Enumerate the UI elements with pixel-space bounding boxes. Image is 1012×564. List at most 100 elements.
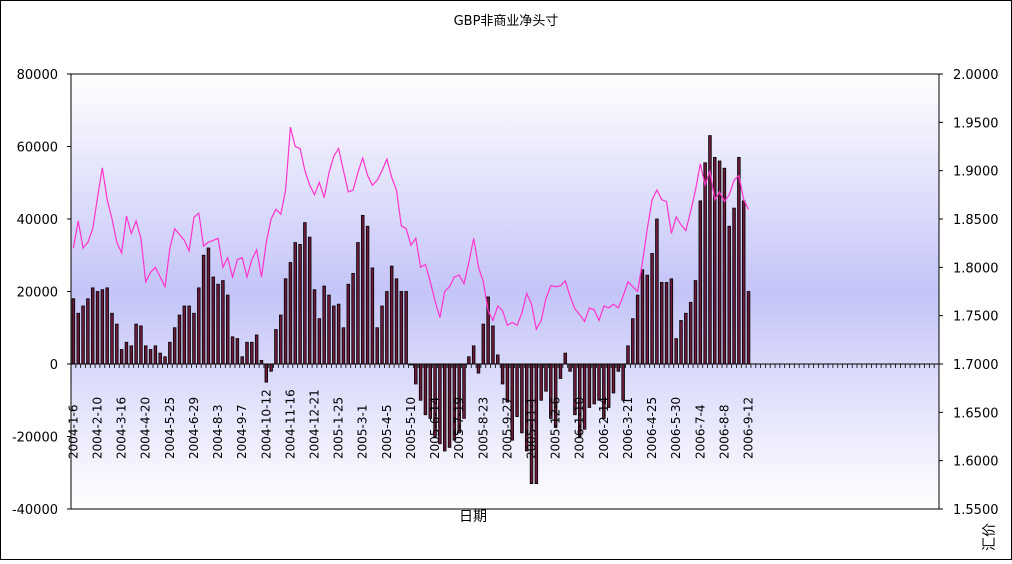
bar bbox=[563, 352, 568, 365]
bar bbox=[100, 289, 105, 365]
bar bbox=[197, 287, 201, 365]
x-tick-label: 2006-8-8 bbox=[717, 405, 731, 459]
bar bbox=[312, 289, 317, 365]
right-axis: 2.0000 1.9500 1.9000 1.8500 1.8000 1.7500 1.70… bbox=[939, 68, 999, 518]
bar bbox=[505, 363, 510, 403]
bar bbox=[221, 280, 225, 365]
bar bbox=[307, 236, 312, 365]
bar bbox=[414, 363, 418, 385]
bar bbox=[664, 282, 669, 365]
bar bbox=[288, 262, 293, 365]
bar bbox=[737, 156, 741, 365]
left-axis-tick-label: -40000 bbox=[12, 503, 58, 518]
bar bbox=[163, 356, 167, 365]
bar bbox=[293, 242, 297, 365]
bar bbox=[298, 243, 302, 365]
bar bbox=[693, 280, 698, 365]
bar bbox=[240, 356, 244, 365]
x-tick-label: 2005-5-10 bbox=[404, 397, 418, 459]
x-tick-label: 2004-9-7 bbox=[235, 405, 249, 459]
bar bbox=[659, 282, 664, 365]
x-tick-label: 2004-3-16 bbox=[115, 397, 129, 459]
bar bbox=[81, 305, 85, 365]
bar bbox=[616, 363, 621, 372]
bar bbox=[317, 318, 322, 365]
right-axis-label: 汇价 bbox=[982, 523, 998, 551]
bar bbox=[631, 318, 635, 365]
right-axis-tick-label: 1.7500 bbox=[953, 310, 999, 325]
bar bbox=[356, 242, 360, 365]
right-axis-tick-label: 1.9500 bbox=[953, 116, 999, 131]
left-axis-tick-label: 60000 bbox=[17, 141, 58, 156]
exchange-rate-line bbox=[72, 127, 750, 331]
right-axis-tick-label: 1.8500 bbox=[953, 213, 999, 228]
x-tick-label: 2005-9-27 bbox=[500, 397, 514, 459]
bar bbox=[481, 323, 486, 365]
bar bbox=[380, 305, 384, 365]
left-axis: 80000 60000 40000 20000 0 -20000 -40000 bbox=[12, 68, 71, 518]
bar bbox=[361, 214, 365, 365]
bar bbox=[346, 283, 351, 365]
chart-title: GBP非商业净头寸 bbox=[454, 14, 559, 29]
bar bbox=[650, 253, 654, 365]
x-tick-label: 2005-8-23 bbox=[476, 397, 490, 459]
bar bbox=[442, 363, 447, 452]
right-axis-tick-label: 1.6500 bbox=[953, 406, 999, 421]
bar bbox=[698, 200, 703, 365]
bar bbox=[279, 314, 283, 365]
bar bbox=[500, 363, 505, 385]
left-axis-tick-label: 40000 bbox=[17, 213, 58, 228]
bar bbox=[385, 291, 389, 365]
bar bbox=[71, 298, 76, 365]
bar bbox=[254, 334, 259, 365]
bar bbox=[741, 200, 746, 365]
bar bbox=[201, 254, 206, 365]
x-tick-label: 2005-4-5 bbox=[380, 405, 394, 459]
bar bbox=[86, 298, 90, 365]
bar bbox=[216, 283, 220, 365]
bar bbox=[95, 291, 100, 365]
exchange-rate-polyline bbox=[72, 127, 750, 331]
bar bbox=[708, 135, 712, 365]
plot-area bbox=[70, 73, 940, 510]
bar bbox=[206, 247, 211, 365]
bar bbox=[626, 345, 630, 365]
bar bbox=[635, 294, 640, 365]
bar bbox=[447, 363, 452, 448]
bar bbox=[158, 352, 162, 365]
x-tick-label: 2006-5-30 bbox=[669, 397, 683, 459]
bar bbox=[283, 278, 288, 365]
bar bbox=[399, 291, 404, 365]
bar bbox=[558, 363, 563, 379]
bar bbox=[727, 225, 731, 365]
right-axis-tick-label: 1.6000 bbox=[953, 455, 999, 470]
bar bbox=[679, 320, 683, 365]
bar bbox=[351, 272, 355, 365]
bar bbox=[655, 218, 659, 365]
x-tick-label: 2004-12-21 bbox=[308, 389, 322, 459]
x-tick-label: 2006-7-4 bbox=[693, 405, 707, 459]
bar bbox=[90, 287, 95, 365]
bar bbox=[336, 303, 341, 365]
bar bbox=[703, 162, 707, 365]
x-tick-label: 2004-1-6 bbox=[66, 405, 80, 459]
bar bbox=[669, 278, 674, 365]
bar bbox=[115, 323, 119, 365]
bar bbox=[370, 267, 375, 365]
x-axis-tick-labels: 2004-1-6 2004-2-10 2004-3-16 2004-4-20 2004-… bbox=[66, 389, 755, 459]
bar bbox=[418, 363, 423, 401]
bar bbox=[322, 285, 326, 365]
bar bbox=[182, 305, 187, 365]
x-tick-label: 2005-11-1 bbox=[525, 397, 539, 459]
x-tick-label: 2006-2-14 bbox=[597, 397, 611, 459]
bar bbox=[544, 363, 548, 392]
bar bbox=[389, 265, 394, 365]
bar bbox=[269, 363, 273, 372]
bar bbox=[539, 363, 543, 401]
bar bbox=[597, 363, 601, 401]
bar bbox=[211, 276, 215, 365]
x-tick-label: 2004-11-16 bbox=[283, 389, 297, 459]
bar bbox=[611, 363, 616, 394]
